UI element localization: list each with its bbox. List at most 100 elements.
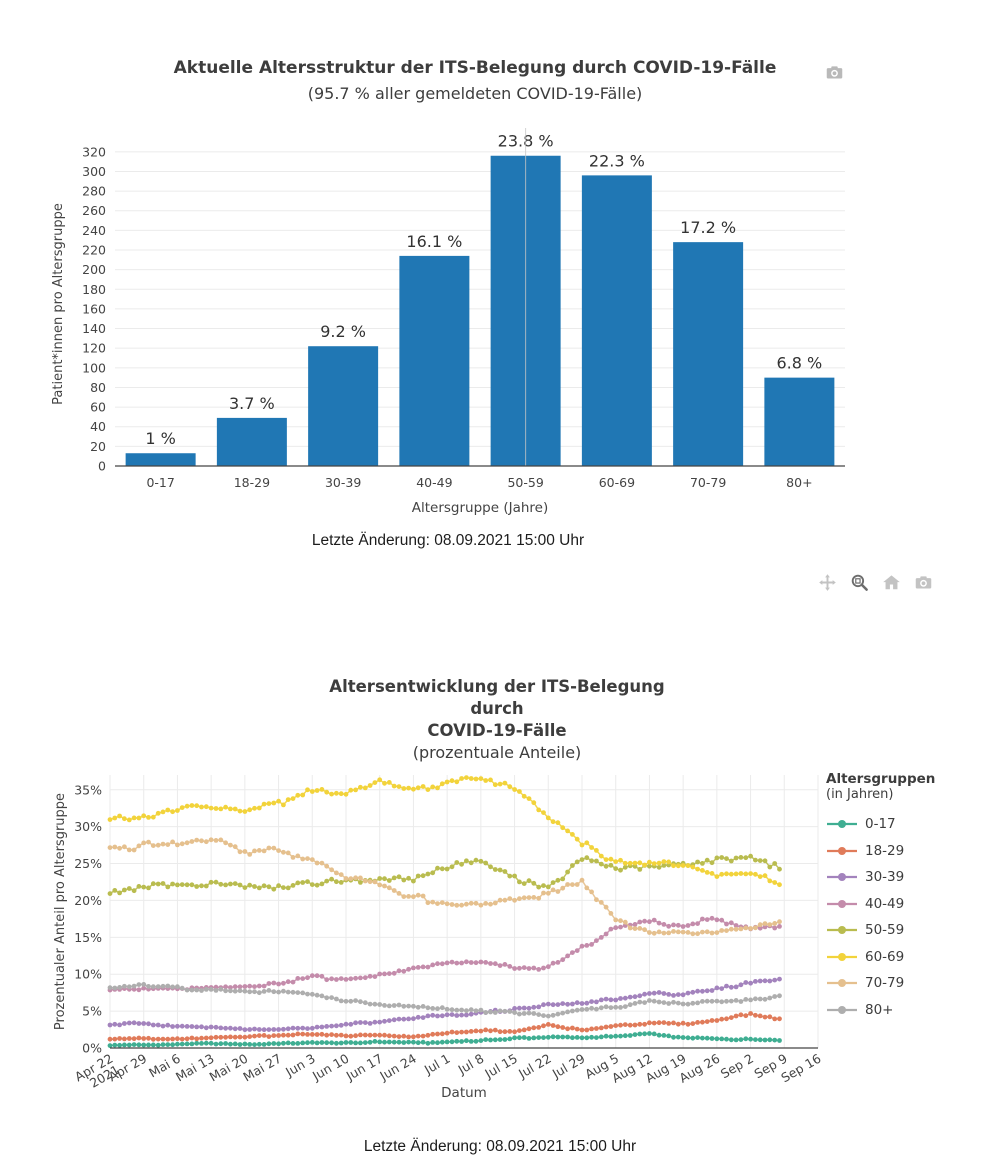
svg-text:15%: 15% bbox=[74, 930, 102, 945]
svg-text:0: 0 bbox=[98, 459, 106, 474]
svg-text:180: 180 bbox=[82, 282, 106, 297]
svg-text:320: 320 bbox=[82, 144, 106, 159]
zoom-icon[interactable] bbox=[850, 573, 869, 592]
svg-text:280: 280 bbox=[82, 184, 106, 199]
bar-70-79[interactable] bbox=[673, 242, 744, 466]
bars[interactable] bbox=[125, 155, 835, 466]
svg-text:0-17: 0-17 bbox=[146, 475, 174, 490]
line-chart-title-line1: Altersentwicklung der ITS-Belegung bbox=[329, 677, 665, 696]
home-icon-glyph bbox=[883, 575, 900, 590]
svg-text:220: 220 bbox=[82, 243, 106, 258]
bar-0-17[interactable] bbox=[125, 453, 196, 466]
camera-icon-glyph bbox=[826, 66, 843, 79]
camera-icon[interactable] bbox=[914, 573, 933, 592]
svg-text:Mai 13: Mai 13 bbox=[173, 1051, 217, 1085]
series-60-69[interactable] bbox=[107, 775, 782, 888]
svg-text:Jun 24: Jun 24 bbox=[376, 1051, 419, 1084]
svg-text:140: 140 bbox=[82, 321, 106, 336]
svg-text:50-59: 50-59 bbox=[507, 475, 543, 490]
svg-text:1 %: 1 % bbox=[145, 429, 175, 448]
legend-subtitle: (in Jahren) bbox=[826, 787, 894, 802]
legend-swatch-icon bbox=[827, 899, 857, 908]
line-gridlines bbox=[109, 775, 819, 1048]
svg-text:40-49: 40-49 bbox=[416, 475, 452, 490]
line-series[interactable] bbox=[107, 775, 782, 1048]
legend-item-18-29[interactable]: 18-29 bbox=[826, 838, 998, 865]
bar-x-tick-labels: 0-17 18-29 30-39 40-49 50-59 60-69 70-79 80+ bbox=[146, 475, 812, 490]
bar-y-axis-title: Patient*innen pro Altersgruppe bbox=[51, 203, 66, 405]
legend-item-40-49[interactable]: 40-49 bbox=[826, 891, 998, 918]
svg-text:6.8 %: 6.8 % bbox=[777, 354, 823, 373]
legend-swatch-icon bbox=[827, 873, 857, 882]
legend-item-70-79[interactable]: 70-79 bbox=[826, 970, 998, 997]
legend-item-label: 50-59 bbox=[865, 922, 905, 939]
svg-text:60-69: 60-69 bbox=[599, 475, 635, 490]
bar-30-39[interactable] bbox=[308, 346, 379, 466]
home-icon[interactable] bbox=[882, 573, 901, 592]
svg-text:Jul 1: Jul 1 bbox=[421, 1051, 453, 1078]
bar-value-labels: 1 %3.7 %9.2 %16.1 %23.8 %22.3 %17.2 %6.8… bbox=[145, 132, 822, 448]
bar-18-29[interactable] bbox=[216, 417, 287, 466]
bar-60-69[interactable] bbox=[581, 175, 652, 466]
legend-item-30-39[interactable]: 30-39 bbox=[826, 864, 998, 891]
svg-text:Jul 15: Jul 15 bbox=[481, 1051, 520, 1082]
legend-item-label: 70-79 bbox=[865, 975, 905, 992]
svg-text:20: 20 bbox=[90, 439, 106, 454]
svg-text:Jun 17: Jun 17 bbox=[343, 1051, 386, 1084]
legend-item-label: 60-69 bbox=[865, 948, 905, 965]
svg-text:30-39: 30-39 bbox=[325, 475, 361, 490]
svg-text:0%: 0% bbox=[82, 1041, 102, 1056]
svg-text:70-79: 70-79 bbox=[690, 475, 726, 490]
line-x-axis-title: Datum bbox=[441, 1085, 487, 1101]
legend-item-50-59[interactable]: 50-59 bbox=[826, 917, 998, 944]
series-0-17[interactable] bbox=[107, 1031, 782, 1048]
svg-text:18-29: 18-29 bbox=[234, 475, 270, 490]
bar-chart-plot[interactable]: 0 20 40 60 80 100 120 140 160 180 200 220 240 260 280 3… bbox=[40, 122, 900, 522]
bar-x-axis-title: Altersgruppe (Jahre) bbox=[412, 500, 548, 516]
series-18-29[interactable] bbox=[107, 1011, 782, 1042]
legend-item-60-69[interactable]: 60-69 bbox=[826, 944, 998, 971]
series-70-79[interactable] bbox=[107, 837, 782, 937]
legend: Altersgruppen (in Jahren) 0-17 18-29 30-39… bbox=[826, 771, 998, 1023]
legend-swatch-icon bbox=[827, 846, 857, 855]
svg-text:160: 160 bbox=[82, 301, 106, 316]
series-40-49[interactable] bbox=[107, 915, 782, 993]
bar-40-49[interactable] bbox=[399, 255, 470, 466]
svg-text:30%: 30% bbox=[74, 819, 102, 834]
svg-text:5%: 5% bbox=[82, 1004, 102, 1019]
legend-item-label: 30-39 bbox=[865, 869, 905, 886]
legend-item-label: 40-49 bbox=[865, 895, 905, 912]
svg-text:200: 200 bbox=[82, 262, 106, 277]
line-y-tick-labels: 0% 5% 10% 15% 20% 25% 30% 35% bbox=[74, 782, 102, 1055]
legend-item-0-17[interactable]: 0-17 bbox=[826, 811, 998, 838]
pan-icon-glyph bbox=[819, 574, 836, 591]
legend-item-80+[interactable]: 80+ bbox=[826, 997, 998, 1024]
svg-text:35%: 35% bbox=[74, 782, 102, 797]
line-chart-title-line2: durch bbox=[470, 699, 524, 718]
svg-text:60: 60 bbox=[90, 400, 106, 415]
modebar-top bbox=[825, 63, 844, 82]
svg-text:20%: 20% bbox=[74, 893, 102, 908]
bar-chart-last-updated: Letzte Änderung: 08.09.2021 15:00 Uhr bbox=[311, 532, 585, 549]
svg-text:Jul 22: Jul 22 bbox=[515, 1051, 554, 1082]
camera-icon-glyph bbox=[915, 576, 932, 589]
pan-icon[interactable] bbox=[818, 573, 837, 592]
legend-swatch-icon bbox=[827, 820, 857, 829]
camera-icon[interactable] bbox=[825, 63, 844, 82]
svg-text:Jul 8: Jul 8 bbox=[455, 1051, 487, 1078]
svg-text:16.1 %: 16.1 % bbox=[406, 232, 462, 251]
bar-80+[interactable] bbox=[764, 377, 835, 466]
legend-title: Altersgruppen bbox=[826, 771, 936, 787]
legend-item-label: 18-29 bbox=[865, 842, 905, 859]
legend-swatch-icon bbox=[827, 979, 857, 988]
series-80+[interactable] bbox=[107, 982, 782, 1019]
line-y-axis-title: Prozentualer Anteil pro Altersgruppe bbox=[53, 793, 68, 1030]
line-chart-title-line3: COVID-19-Fälle bbox=[427, 721, 567, 740]
svg-text:80: 80 bbox=[90, 380, 106, 395]
svg-text:22.3 %: 22.3 % bbox=[589, 151, 645, 170]
series-50-59[interactable] bbox=[107, 853, 782, 896]
svg-text:240: 240 bbox=[82, 223, 106, 238]
svg-text:100: 100 bbox=[82, 360, 106, 375]
